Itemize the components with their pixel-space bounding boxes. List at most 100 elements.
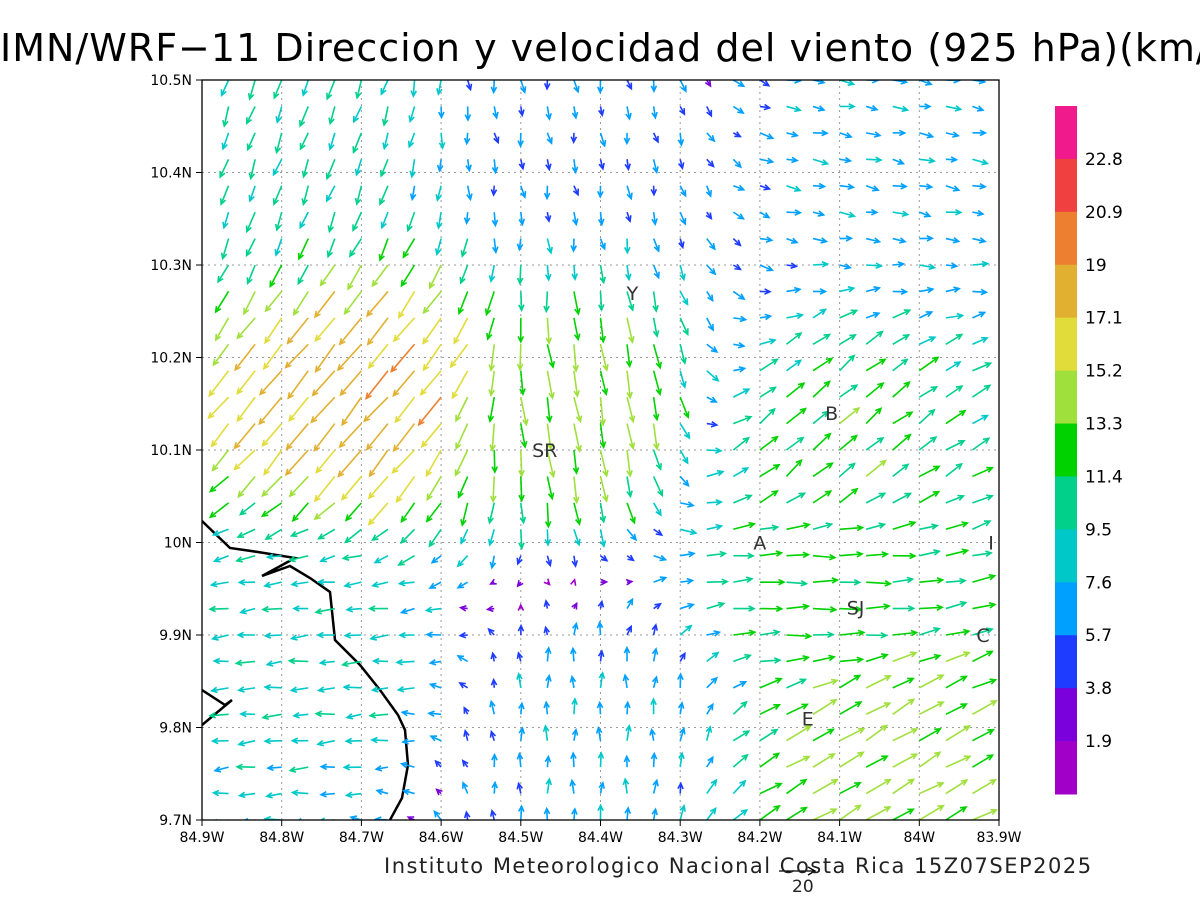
wind-arrow: [297, 238, 309, 261]
wind-arrow: [490, 677, 498, 688]
y-tick-label: 10.3N: [150, 258, 192, 274]
wind-arrow: [422, 343, 442, 372]
wind-arrow: [460, 528, 469, 545]
wind-arrow: [245, 106, 256, 125]
wind-arrow: [289, 528, 309, 538]
wind-arrow: [945, 600, 968, 610]
wind-arrow: [812, 490, 833, 504]
wind-arrow: [400, 502, 416, 524]
wind-arrow: [679, 651, 686, 662]
colorbar-label: 7.6: [1085, 573, 1112, 593]
wind-arrow: [759, 435, 779, 451]
wind-arrow: [998, 792, 999, 794]
wind-arrow: [599, 502, 607, 524]
wind-arrow: [706, 420, 719, 428]
wind-arrow: [274, 132, 283, 155]
wind-arrow: [488, 370, 496, 397]
wind-arrow: [839, 132, 853, 139]
wind-arrow: [341, 554, 362, 561]
wind-arrow: [202, 476, 203, 478]
wind-arrow: [785, 407, 808, 425]
wind-arrow: [546, 344, 556, 369]
wind-arrow: [623, 132, 631, 146]
wind-arrow: [313, 502, 336, 521]
wind-arrow: [812, 410, 830, 425]
wind-arrow: [812, 357, 834, 372]
wind-arrow: [706, 317, 714, 332]
wind-arrow: [839, 727, 866, 742]
wind-arrow: [342, 683, 362, 691]
wind-arrow: [572, 211, 579, 227]
wind-arrow: [652, 132, 659, 144]
wind-arrow: [408, 106, 416, 124]
wind-arrow: [786, 580, 809, 587]
wind-arrow: [972, 80, 987, 85]
wind-arrow: [570, 238, 578, 253]
wind-arrow: [337, 449, 363, 478]
wind-arrow: [785, 459, 803, 477]
wind-arrow: [313, 423, 336, 452]
wind-arrow: [374, 765, 389, 772]
wind-arrow: [490, 80, 498, 95]
wind-arrow: [732, 263, 742, 271]
wind-arrow: [678, 751, 685, 768]
wind-arrow: [623, 645, 631, 662]
wind-arrow: [945, 208, 963, 216]
wind-arrow: [493, 132, 500, 145]
wind-arrow: [301, 185, 310, 207]
wind-arrow: [786, 156, 799, 164]
wind-arrow: [839, 309, 859, 319]
wind-arrow: [373, 555, 389, 564]
wind-arrow: [456, 555, 469, 568]
wind-arrow: [786, 209, 803, 216]
wind-arrow: [328, 106, 336, 126]
wind-arrow: [436, 80, 443, 96]
wind-arrow: [706, 447, 723, 454]
wind-arrow: [812, 553, 837, 561]
wind-arrow: [706, 469, 725, 478]
wind-arrow: [572, 476, 580, 505]
wind-arrow: [292, 711, 309, 719]
wind-arrow: [207, 396, 230, 420]
wind-arrow: [733, 341, 746, 349]
wind-vectors: [202, 80, 999, 820]
wind-arrow: [570, 751, 577, 768]
wind-arrow: [516, 238, 524, 252]
colorbar: 22.8 20.9 19 17.1 15.2 13.3 11.4 9.5 7.6 5.7 3.8 1.…: [1055, 106, 1123, 795]
wind-arrow: [919, 132, 935, 139]
wind-arrow: [272, 185, 283, 206]
wind-arrow: [520, 80, 527, 95]
wind-arrow: [679, 449, 689, 465]
wind-arrow: [545, 555, 553, 568]
wind-arrow: [865, 755, 889, 768]
x-tick-label: 84.5W: [498, 830, 543, 846]
wind-arrow: [786, 725, 812, 742]
wind-arrow: [892, 629, 919, 637]
wind-arrow: [202, 265, 203, 268]
wind-arrow: [945, 703, 968, 716]
wind-arrow: [679, 211, 687, 226]
wind-arrow: [679, 370, 687, 389]
wind-arrow: [261, 605, 282, 613]
wind-arrow: [545, 397, 553, 424]
colorbar-label: 5.7: [1085, 626, 1112, 646]
wind-arrow: [732, 131, 742, 138]
wind-arrow: [572, 185, 579, 197]
city-label: C: [976, 625, 989, 647]
wind-arrow: [652, 476, 664, 498]
wind-arrow: [342, 763, 362, 771]
wind-arrow: [812, 237, 829, 244]
wind-arrow: [236, 528, 256, 538]
wind-arrow: [543, 185, 551, 201]
wind-arrow: [945, 577, 967, 585]
wind-arrow: [680, 577, 695, 585]
wind-arrow: [406, 211, 416, 233]
wind-arrow: [892, 105, 910, 113]
wind-arrow: [519, 502, 527, 525]
wind-arrow: [998, 396, 999, 398]
wind-arrow: [285, 423, 309, 451]
wind-arrow: [865, 459, 887, 478]
wind-arrow: [839, 629, 866, 637]
wind-arrow: [679, 317, 689, 336]
wind-arrow: [839, 751, 865, 768]
